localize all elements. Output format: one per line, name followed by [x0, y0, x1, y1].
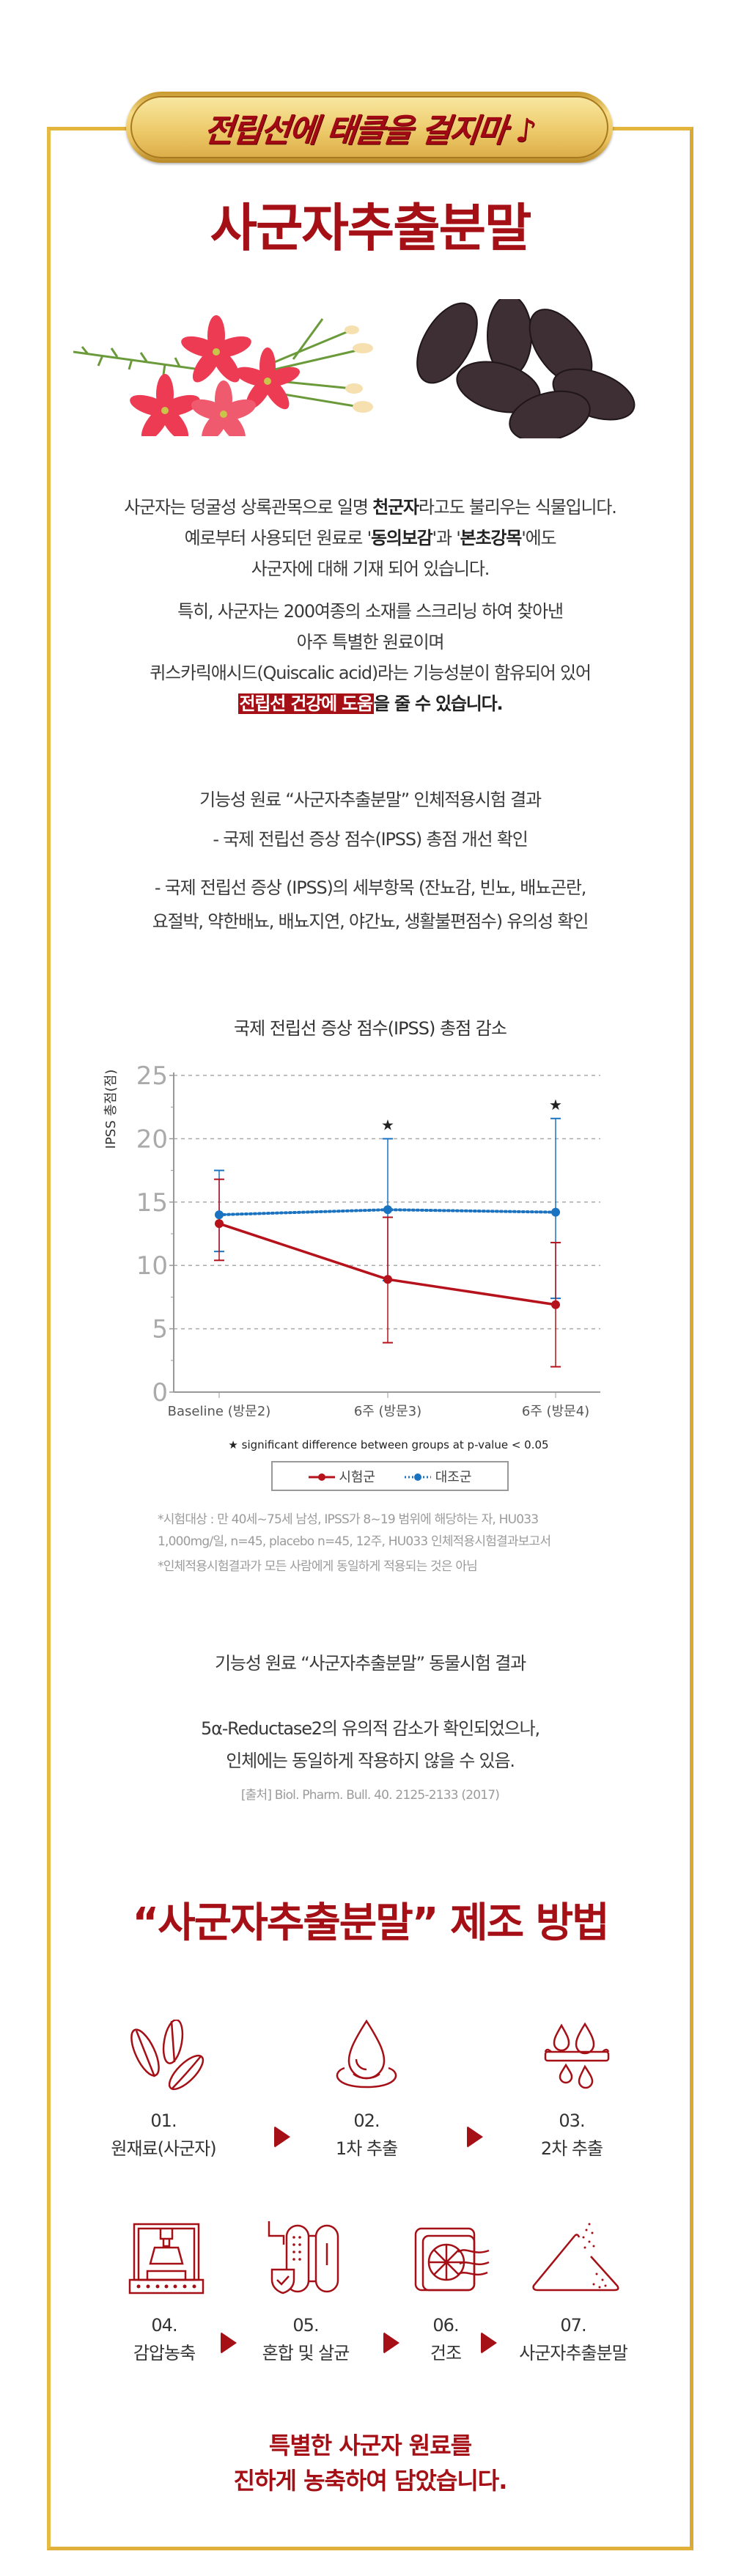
significance-note: ★ significant difference between groups … — [228, 1438, 549, 1451]
product-title: 사군자추출분말 — [210, 198, 532, 258]
arrow-right-icon — [481, 2332, 497, 2354]
step-07: 07. 사군자추출분말 — [519, 2315, 628, 2363]
arrow-right-icon — [274, 2126, 290, 2148]
animal-trial-line-1: 5α-Reductase2의 유의적 감소가 확인되었으나, — [201, 1718, 540, 1739]
headline-badge: 전립선에 태클을 걸지마 ♪ — [126, 92, 613, 163]
powder-icon — [532, 2223, 619, 2292]
arrow-right-icon — [467, 2126, 483, 2148]
step-06: 06. 건조 — [430, 2315, 462, 2363]
chart-legend: 시험군 대조군 — [271, 1461, 509, 1491]
dryer-fan-icon — [414, 2227, 490, 2292]
intro-paragraph-2: 특히, 사군자는 200여종의 소재를 스크리닝 하여 찾아낸 아주 특별한 원… — [150, 601, 592, 714]
human-trial-point-1: - 국제 전립선 증상 점수(IPSS) 총점 개선 확인 — [213, 829, 528, 850]
badge-text: 전립선에 태클을 걸지마 ♪ — [202, 111, 537, 150]
sterilize-icon — [268, 2221, 339, 2295]
highlight-prostate-health: 전립선 건강에 도움 — [237, 693, 374, 714]
quisqualis-seeds-image — [416, 299, 636, 438]
process-title: “사군자추출분말” 제조 방법 — [132, 1899, 609, 1947]
arrow-right-icon — [221, 2332, 237, 2354]
quisqualis-flower-image — [73, 315, 373, 436]
step-03: 03. 2차 추출 — [540, 2111, 603, 2159]
chart-title: 국제 전립선 증상 점수(IPSS) 총점 감소 — [234, 1018, 507, 1039]
legend-item-control: 대조군 — [405, 1467, 471, 1486]
water-drop-icon — [336, 2020, 397, 2089]
animal-trial-source: [출처] Biol. Pharm. Bull. 40. 2125-2133 (2… — [240, 1788, 500, 1803]
closing-message: 특별한 사군자 원료를 진하게 농축하여 담았습니다. — [233, 2432, 508, 2495]
animal-trial-heading: 기능성 원료 “사군자추출분말” 동물시험 결과 — [214, 1653, 526, 1674]
filter-drops-icon — [544, 2022, 610, 2089]
human-trial-heading: 기능성 원료 “사군자추출분말” 인체적용시험 결과 — [199, 790, 542, 810]
step-05: 05. 혼합 및 살균 — [262, 2315, 350, 2363]
step-01: 01. 원재료(사군자) — [111, 2111, 216, 2159]
footnotes: *시험대상 : 만 40세~75세 남성, IPSS가 8~19 범위에 해당하… — [158, 1512, 551, 1574]
concentrator-icon — [128, 2223, 205, 2295]
step-02: 02. 1차 추출 — [335, 2111, 398, 2159]
step-04: 04. 감압농축 — [133, 2315, 196, 2363]
legend-item-test: 시험군 — [308, 1467, 375, 1486]
chart-y-axis-label: IPSS 총점(점) — [103, 1069, 119, 1149]
seeds-icon — [130, 2020, 205, 2091]
intro-paragraph-1: 사군자는 덩굴성 상록관목으로 일명 천군자라고도 불리우는 식물입니다. 예로… — [124, 497, 617, 579]
animal-trial-line-2: 인체에는 동일하게 작용하지 않을 수 있음. — [226, 1751, 515, 1771]
arrow-right-icon — [383, 2332, 399, 2354]
human-trial-point-2: - 국제 전립선 증상 (IPSS)의 세부항목 (잔뇨감, 빈뇨, 배뇨곤란,… — [152, 877, 589, 932]
gold-frame — [47, 127, 693, 2550]
